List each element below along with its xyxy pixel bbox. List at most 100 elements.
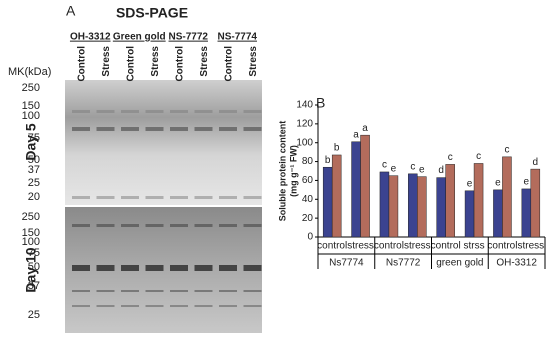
band (170, 305, 188, 307)
band (243, 127, 262, 131)
marker-value: 20 (28, 191, 40, 203)
band (72, 196, 90, 199)
band (72, 127, 90, 131)
band (145, 127, 164, 131)
band (121, 224, 139, 227)
marker-label: MK(kDa) (8, 66, 51, 78)
bar (436, 177, 446, 238)
group-label: Green gold (113, 32, 166, 43)
band (194, 224, 213, 227)
band (96, 196, 115, 199)
band (121, 265, 139, 271)
y-tick-label: 80 (302, 156, 314, 167)
y-tick-label: 20 (302, 213, 314, 224)
marker-value: 37 (28, 164, 40, 176)
x-tick-label: strss (464, 241, 485, 252)
band (96, 127, 115, 131)
x-tick-label: stress (404, 241, 431, 252)
gel-day5 (65, 80, 262, 205)
x-tick-label: control (317, 241, 347, 252)
group-label: NS-7774 (218, 32, 258, 43)
significance-letter: c (410, 161, 415, 172)
lane-label: Stress (199, 46, 210, 77)
bar (388, 175, 399, 238)
marker-value: 100 (22, 236, 40, 248)
bar (408, 173, 418, 238)
bar (473, 163, 484, 238)
x-tick-label: control (374, 241, 404, 252)
gel-title: SDS-PAGE (116, 5, 188, 21)
band (96, 110, 115, 113)
group-label: green gold (436, 258, 483, 269)
panel-label: B (316, 95, 325, 111)
band (145, 196, 164, 199)
y-tick-label: 100 (296, 137, 313, 148)
band (170, 127, 188, 131)
band (121, 196, 139, 199)
band (243, 265, 262, 271)
bar (521, 188, 532, 238)
band (72, 110, 90, 113)
marker-value: 250 (22, 211, 40, 223)
band (72, 224, 90, 227)
day-label: Day 10 (23, 247, 39, 292)
bar (322, 166, 333, 238)
panel-label: A (66, 3, 76, 19)
band (72, 265, 90, 271)
bar (331, 154, 342, 238)
lane-label: Control (126, 46, 137, 82)
band (243, 290, 262, 292)
marker-value: 50 (28, 154, 40, 166)
band (145, 290, 164, 292)
bar (379, 171, 390, 238)
significance-letter: b (325, 155, 331, 166)
significance-letter: a (353, 129, 359, 140)
band (145, 110, 164, 113)
marker-value: 100 (22, 110, 40, 122)
significance-letter: d (533, 157, 539, 168)
bar (351, 141, 361, 238)
band (243, 224, 262, 227)
x-tick-label: control (487, 241, 517, 252)
marker-value: 75 (28, 247, 40, 259)
band (219, 196, 237, 199)
x-tick-label: stress (517, 241, 544, 252)
band (170, 196, 188, 199)
band (121, 305, 139, 307)
x-tick-label: stress (347, 241, 374, 252)
band (194, 265, 213, 271)
band (219, 127, 237, 131)
lane-label: Stress (101, 46, 112, 77)
band (96, 305, 115, 307)
band (194, 110, 213, 113)
day-label: Day 5 (23, 123, 39, 161)
significance-letter: c (476, 151, 481, 162)
significance-letter: c (382, 160, 387, 171)
y-tick-label: 40 (302, 194, 314, 205)
band (145, 265, 164, 271)
x-tick-label: control (431, 241, 461, 252)
band (194, 305, 213, 307)
band (194, 196, 213, 199)
y-axis-label: Soluble protein content (277, 121, 287, 222)
band (170, 290, 188, 292)
band (72, 305, 90, 307)
marker-value: 25 (28, 309, 40, 321)
group-label: NS-7772 (169, 32, 209, 43)
marker-value: 25 (28, 177, 40, 189)
y-tick-label: 60 (302, 175, 314, 186)
group-label: Ns7772 (386, 258, 421, 269)
significance-letter: a (362, 123, 368, 134)
y-axis-label: (mg g⁻¹ FW) (288, 145, 298, 197)
marker-value: 50 (28, 261, 40, 273)
marker-value: 75 (28, 132, 40, 144)
lane-label: Control (224, 46, 235, 82)
band (170, 110, 188, 113)
band (145, 305, 164, 307)
significance-letter: c (448, 152, 453, 163)
group-label: Ns7774 (329, 258, 364, 269)
bar (445, 164, 455, 238)
band (219, 290, 237, 292)
significance-letter: e (467, 178, 473, 189)
band (219, 265, 237, 271)
